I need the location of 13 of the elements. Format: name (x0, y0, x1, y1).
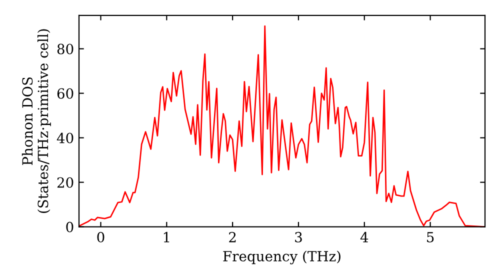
x-axis-title: Frequency (THz) (223, 250, 340, 264)
y-axis-title: Phonon DOS (States/THz·primitive cell) (22, 29, 51, 213)
y-tick-label: 60 (57, 88, 74, 99)
x-tick-label: 2 (229, 232, 236, 242)
y-tick-label: 0 (66, 222, 74, 232)
x-tick-label: 4 (360, 232, 368, 242)
x-tick-label: 0 (97, 232, 104, 242)
x-tick-label: 3 (295, 232, 302, 242)
y-tick-label: 20 (57, 177, 74, 188)
y-tick-label: 40 (56, 132, 74, 144)
y-tick-label: 80 (57, 44, 74, 54)
x-tick-label: 1 (164, 232, 170, 242)
x-tick-label: 5 (427, 232, 434, 242)
